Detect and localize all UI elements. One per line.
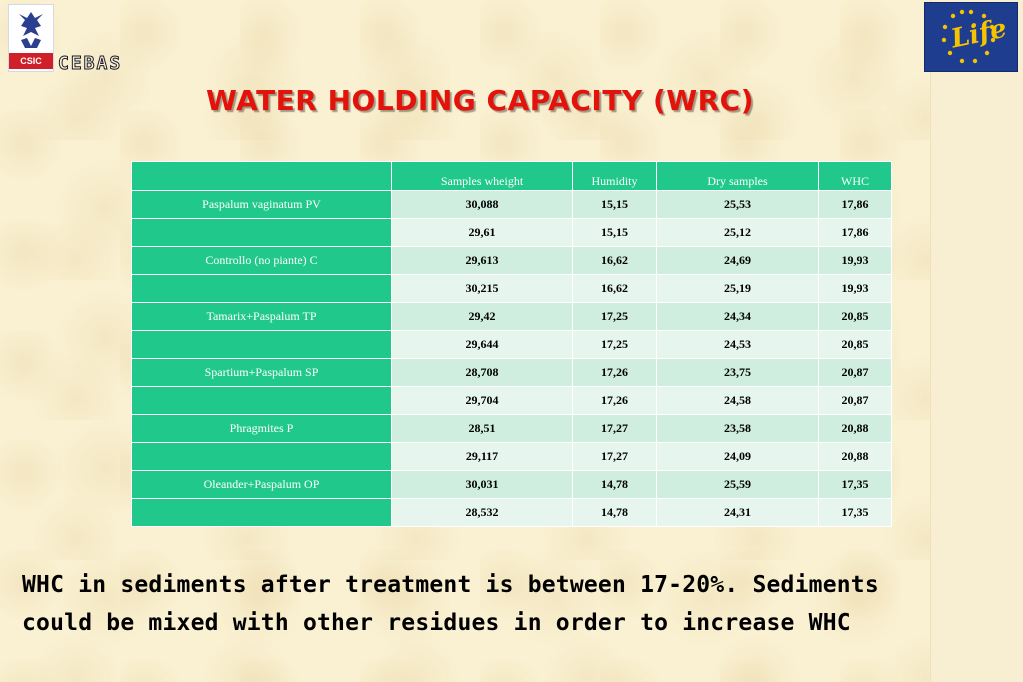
cell-samples-weight: 30,088 [391,190,573,219]
cell-dry-samples: 24,31 [656,498,819,527]
page-title: WATER HOLDING CAPACITY (WRC) [205,84,755,117]
cell-samples-weight: 28,51 [391,414,573,443]
header-whc: WHC [818,161,892,191]
row-label [131,498,392,527]
cell-samples-weight: 29,613 [391,246,573,275]
header-dry-samples: Dry samples [656,161,819,191]
cell-dry-samples: 25,53 [656,190,819,219]
table-row: Tamarix+Paspalum TP 29,42 17,25 24,34 20,85 [131,302,892,331]
cell-samples-weight: 29,117 [391,442,573,471]
cell-humidity: 17,26 [572,386,657,415]
table-row: 29,704 17,26 24,58 20,87 [131,386,892,415]
cell-dry-samples: 23,75 [656,358,819,387]
cell-dry-samples: 24,09 [656,442,819,471]
right-margin-strip [930,0,1023,682]
cell-samples-weight: 30,031 [391,470,573,499]
header-humidity: Humidity [572,161,657,191]
header-samples-weight: Samples wheight [391,161,573,191]
table-row: 28,532 14,78 24,31 17,35 [131,498,892,527]
cell-dry-samples: 24,69 [656,246,819,275]
cell-whc: 17,35 [818,470,892,499]
row-label: Controllo (no piante) C [131,246,392,275]
cell-dry-samples: 25,12 [656,218,819,247]
row-label [131,386,392,415]
cell-humidity: 17,27 [572,414,657,443]
cell-humidity: 14,78 [572,470,657,499]
cell-whc: 20,87 [818,358,892,387]
cell-whc: 20,88 [818,414,892,443]
header-sample [131,161,392,191]
cell-samples-weight: 29,644 [391,330,573,359]
row-label [131,218,392,247]
table-row: 29,117 17,27 24,09 20,88 [131,442,892,471]
cell-samples-weight: 29,42 [391,302,573,331]
cell-whc: 17,86 [818,190,892,219]
cell-humidity: 17,25 [572,330,657,359]
eu-life-logo: Life [924,2,1018,72]
eu-stars-icon [941,9,996,64]
csic-label: CSIC [9,53,53,69]
row-label: Tamarix+Paspalum TP [131,302,392,331]
cell-whc: 20,85 [818,330,892,359]
cell-whc: 17,35 [818,498,892,527]
cell-whc: 19,93 [818,246,892,275]
table-row: Controllo (no piante) C 29,613 16,62 24,69 1… [131,246,892,275]
cell-dry-samples: 24,34 [656,302,819,331]
cell-whc: 17,86 [818,218,892,247]
table-row: 29,61 15,15 25,12 17,86 [131,218,892,247]
csic-logo: CSIC [8,4,54,72]
cell-samples-weight: 29,704 [391,386,573,415]
csic-emblem-icon [15,10,47,50]
cell-dry-samples: 25,19 [656,274,819,303]
conclusion-line-1: WHC in sediments after treatment is betw… [22,572,879,598]
row-label [131,330,392,359]
row-label: Paspalum vaginatum PV [131,190,392,219]
cell-humidity: 16,62 [572,274,657,303]
row-label: Spartium+Paspalum SP [131,358,392,387]
cell-humidity: 17,27 [572,442,657,471]
cell-humidity: 14,78 [572,498,657,527]
table-header-row: Samples wheight Humidity Dry samples WHC [131,161,892,191]
cell-samples-weight: 28,708 [391,358,573,387]
row-label: Oleander+Paspalum OP [131,470,392,499]
wrc-table: Samples wheight Humidity Dry samples WHC… [131,161,892,527]
cell-dry-samples: 24,53 [656,330,819,359]
cell-humidity: 15,15 [572,190,657,219]
cell-humidity: 16,62 [572,246,657,275]
table-row: 30,215 16,62 25,19 19,93 [131,274,892,303]
table-row: Paspalum vaginatum PV 30,088 15,15 25,53 17,… [131,190,892,219]
row-label [131,274,392,303]
cell-dry-samples: 24,58 [656,386,819,415]
cell-dry-samples: 25,59 [656,470,819,499]
table-row: Phragmites P 28,51 17,27 23,58 20,88 [131,414,892,443]
cell-dry-samples: 23,58 [656,414,819,443]
cell-samples-weight: 30,215 [391,274,573,303]
conclusion-line-2: could be mixed with other residues in or… [22,610,851,636]
cell-whc: 20,88 [818,442,892,471]
table-row: Oleander+Paspalum OP 30,031 14,78 25,59 17,3… [131,470,892,499]
row-label [131,442,392,471]
cell-humidity: 17,26 [572,358,657,387]
cell-samples-weight: 28,532 [391,498,573,527]
conclusion-text: WHC in sediments after treatment is betw… [22,566,1022,642]
cell-whc: 20,85 [818,302,892,331]
cell-whc: 20,87 [818,386,892,415]
cell-samples-weight: 29,61 [391,218,573,247]
cebas-label: CEBAS [57,53,123,75]
table-row: Spartium+Paspalum SP 28,708 17,26 23,75 20,8… [131,358,892,387]
cell-humidity: 15,15 [572,218,657,247]
cell-humidity: 17,25 [572,302,657,331]
table-row: 29,644 17,25 24,53 20,85 [131,330,892,359]
row-label: Phragmites P [131,414,392,443]
cell-whc: 19,93 [818,274,892,303]
